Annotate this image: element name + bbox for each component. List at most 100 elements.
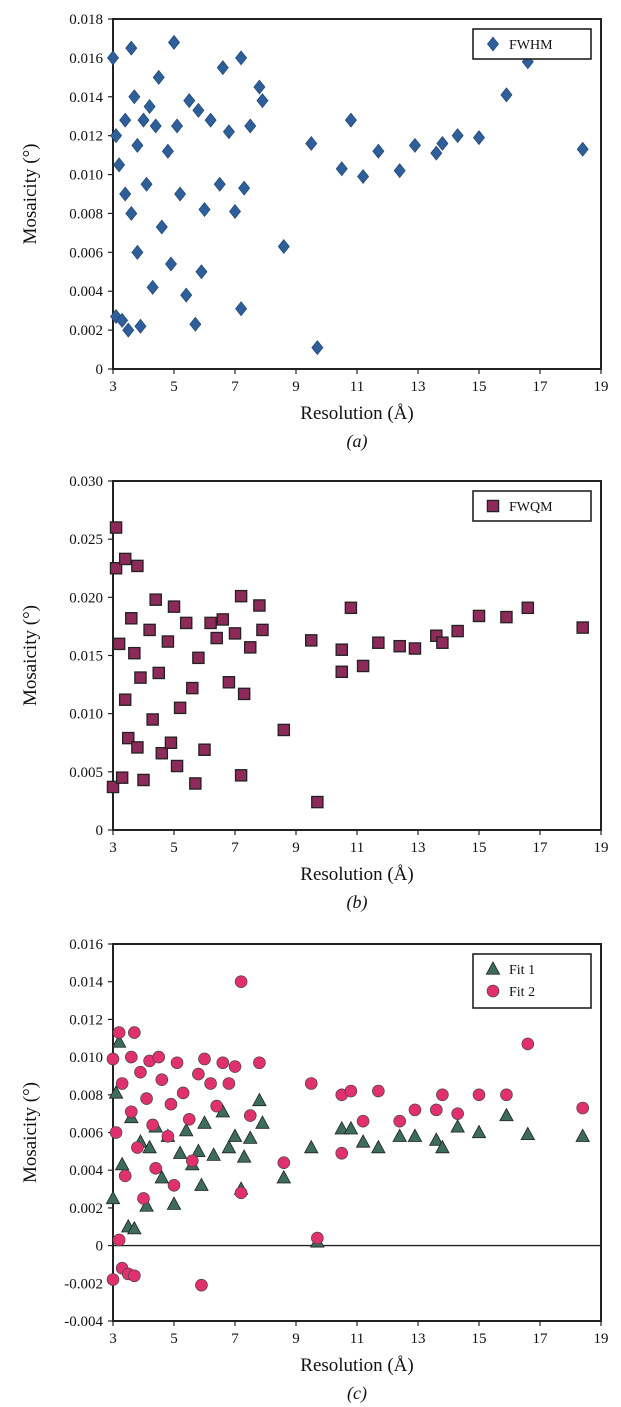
data-point: [155, 746, 169, 760]
y-tick-label: 0: [96, 1239, 104, 1255]
legend-marker: [487, 36, 499, 52]
data-point: [186, 1154, 199, 1168]
y-tick-label: 0.012: [69, 129, 103, 145]
data-point: [356, 1114, 370, 1128]
data-point: [131, 741, 144, 754]
legend-marker: [486, 984, 500, 998]
data-point: [227, 1128, 243, 1142]
data-point: [149, 118, 162, 134]
data-point: [372, 1084, 385, 1098]
data-point: [137, 112, 150, 128]
y-tick-label: 0.008: [69, 1088, 103, 1104]
x-tick-label: 9: [292, 1331, 300, 1347]
data-point: [222, 676, 236, 689]
data-point: [256, 93, 269, 109]
data-point: [167, 1178, 181, 1192]
data-point: [110, 128, 123, 144]
data-point: [197, 1115, 212, 1129]
data-point: [152, 1050, 166, 1064]
data-point: [472, 609, 486, 623]
data-point: [105, 1190, 121, 1205]
data-point: [575, 1128, 591, 1142]
data-point: [122, 322, 135, 338]
data-point: [131, 244, 144, 260]
x-tick-label: 3: [109, 840, 117, 856]
x-tick-label: 9: [292, 840, 300, 856]
data-point: [140, 1092, 153, 1105]
y-tick-label: 0: [96, 362, 104, 378]
data-point: [451, 624, 464, 638]
data-point: [521, 1037, 535, 1051]
data-point: [236, 1149, 252, 1163]
data-point: [576, 621, 589, 634]
data-point: [304, 634, 318, 647]
data-point: [112, 637, 126, 651]
data-point: [436, 135, 449, 151]
legend: FWQM: [472, 490, 592, 522]
y-tick-label: 0.014: [69, 975, 103, 991]
x-tick-label: 7: [231, 840, 239, 856]
data-point: [473, 130, 485, 146]
data-point: [143, 99, 156, 114]
legend-label: Fit 2: [509, 985, 535, 1000]
data-point: [125, 612, 138, 625]
data-point: [222, 124, 235, 140]
data-point: [106, 780, 120, 794]
data-point: [134, 1065, 147, 1079]
data-point: [357, 169, 370, 184]
data-point: [131, 559, 144, 573]
x-tick-label: 3: [109, 379, 117, 395]
panel-caption: (c): [347, 1383, 367, 1404]
panel-caption: (b): [347, 892, 368, 913]
y-tick-label: 0.010: [69, 168, 103, 184]
data-point: [125, 1050, 138, 1064]
x-tick-label: 5: [170, 840, 178, 856]
data-point: [371, 1139, 386, 1154]
data-point: [228, 627, 242, 640]
data-point: [436, 1088, 449, 1102]
data-point: [576, 1101, 589, 1115]
data-point: [499, 1107, 514, 1122]
data-point: [174, 186, 187, 202]
x-axis-title: Resolution (Å): [300, 403, 413, 424]
x-axis-title: Resolution (Å): [300, 864, 413, 885]
data-point: [344, 112, 357, 128]
data-point: [311, 340, 324, 356]
plot-frame: [112, 480, 602, 831]
data-point: [393, 1114, 406, 1128]
y-tick-label: 0.002: [69, 323, 103, 339]
data-point: [139, 1198, 154, 1212]
data-point: [408, 642, 422, 655]
data-point: [303, 1139, 319, 1154]
x-tick-label: 13: [411, 1331, 426, 1347]
data-point: [204, 616, 217, 630]
data-point: [213, 176, 226, 192]
data-point: [178, 1122, 194, 1137]
data-point: [238, 180, 251, 196]
data-point: [125, 1105, 138, 1119]
data-point: [171, 118, 184, 134]
x-tick-label: 5: [170, 379, 178, 395]
data-point: [109, 562, 123, 575]
data-point: [304, 1077, 318, 1090]
data-point: [192, 1067, 205, 1081]
data-point: [108, 1085, 124, 1099]
data-point: [210, 1099, 223, 1113]
y-tick-label: 0.006: [69, 245, 103, 261]
data-point: [520, 1126, 536, 1141]
data-point: [372, 636, 385, 649]
x-tick-label: 3: [109, 1331, 117, 1347]
data-point: [189, 777, 202, 790]
y-tick-label: 0.012: [69, 1012, 103, 1028]
data-point: [372, 143, 385, 159]
data-point: [182, 1113, 196, 1126]
data-point: [161, 1129, 175, 1143]
data-point: [161, 143, 174, 159]
data-point: [234, 769, 248, 782]
data-point: [408, 1103, 422, 1117]
data-point: [168, 34, 180, 50]
x-tick-label: 15: [472, 840, 487, 856]
data-point: [122, 731, 135, 745]
data-point: [176, 1086, 190, 1100]
data-point: [276, 1169, 292, 1184]
